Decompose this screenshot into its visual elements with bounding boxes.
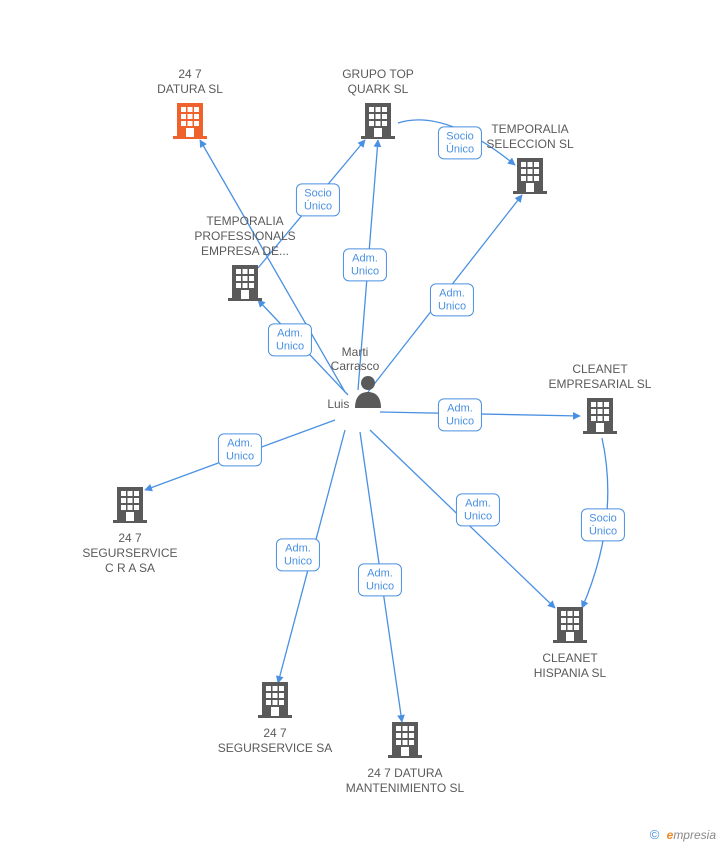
company-node-daturamant: 24 7 DATURAMANTENIMIENTO SL (335, 716, 475, 796)
building-icon (513, 183, 547, 197)
network-diagram: Adm.Unico Adm.Unico Adm.Unico Adm.Unico Adm.… (0, 0, 728, 850)
building-icon (258, 707, 292, 721)
building-icon (388, 747, 422, 761)
building-icon (113, 512, 147, 526)
building-icon (553, 632, 587, 646)
company-node-cleanethisp: CLEANETHISPANIA SL (500, 601, 640, 681)
edge-label: Adm.Unico (456, 493, 500, 526)
company-label: TEMPORALIASELECCION SL (460, 122, 600, 152)
edge-label: Adm.Unico (218, 433, 262, 466)
edge-label: Adm.Unico (358, 563, 402, 596)
building-icon (583, 423, 617, 437)
building-icon (361, 128, 395, 142)
company-node-cleanetemp: CLEANETEMPRESARIAL SL (530, 362, 670, 438)
edge-label: Adm.Unico (276, 538, 320, 571)
company-label: CLEANETHISPANIA SL (500, 651, 640, 681)
copyright-symbol: © (650, 827, 660, 842)
watermark: © empresia (650, 827, 716, 842)
edge-label: Adm.Unico (438, 398, 482, 431)
edge-label: SocioÚnico (581, 508, 625, 541)
building-icon (228, 290, 262, 304)
edge-label: Adm.Unico (343, 248, 387, 281)
company-node-temporaliasel: TEMPORALIASELECCION SL (460, 122, 600, 198)
person-icon (353, 374, 383, 408)
company-label: 24 7 DATURAMANTENIMIENTO SL (335, 766, 475, 796)
edge-label: Adm.Unico (430, 283, 474, 316)
company-label: TEMPORALIAPROFESSIONALSEMPRESA DE... (175, 214, 315, 259)
company-node-temporaliaprof: TEMPORALIAPROFESSIONALSEMPRESA DE... (175, 214, 315, 305)
brand-rest: mpresia (673, 828, 716, 842)
company-label: GRUPO TOPQUARK SL (308, 67, 448, 97)
person-node: MartiCarrascoLuis (295, 345, 415, 411)
company-label: 24 7SEGURSERVICE SA (205, 726, 345, 756)
company-node-segursa: 24 7SEGURSERVICE SA (205, 676, 345, 756)
company-node-grupotop: GRUPO TOPQUARK SL (308, 67, 448, 143)
company-node-segurcra: 24 7SEGURSERVICEC R A SA (60, 481, 200, 576)
company-label: CLEANETEMPRESARIAL SL (530, 362, 670, 392)
edge-label: SocioÚnico (296, 183, 340, 216)
building-icon (173, 128, 207, 142)
company-label: 24 7DATURA SL (120, 67, 260, 97)
company-node-datura: 24 7DATURA SL (120, 67, 260, 143)
company-label: 24 7SEGURSERVICEC R A SA (60, 531, 200, 576)
